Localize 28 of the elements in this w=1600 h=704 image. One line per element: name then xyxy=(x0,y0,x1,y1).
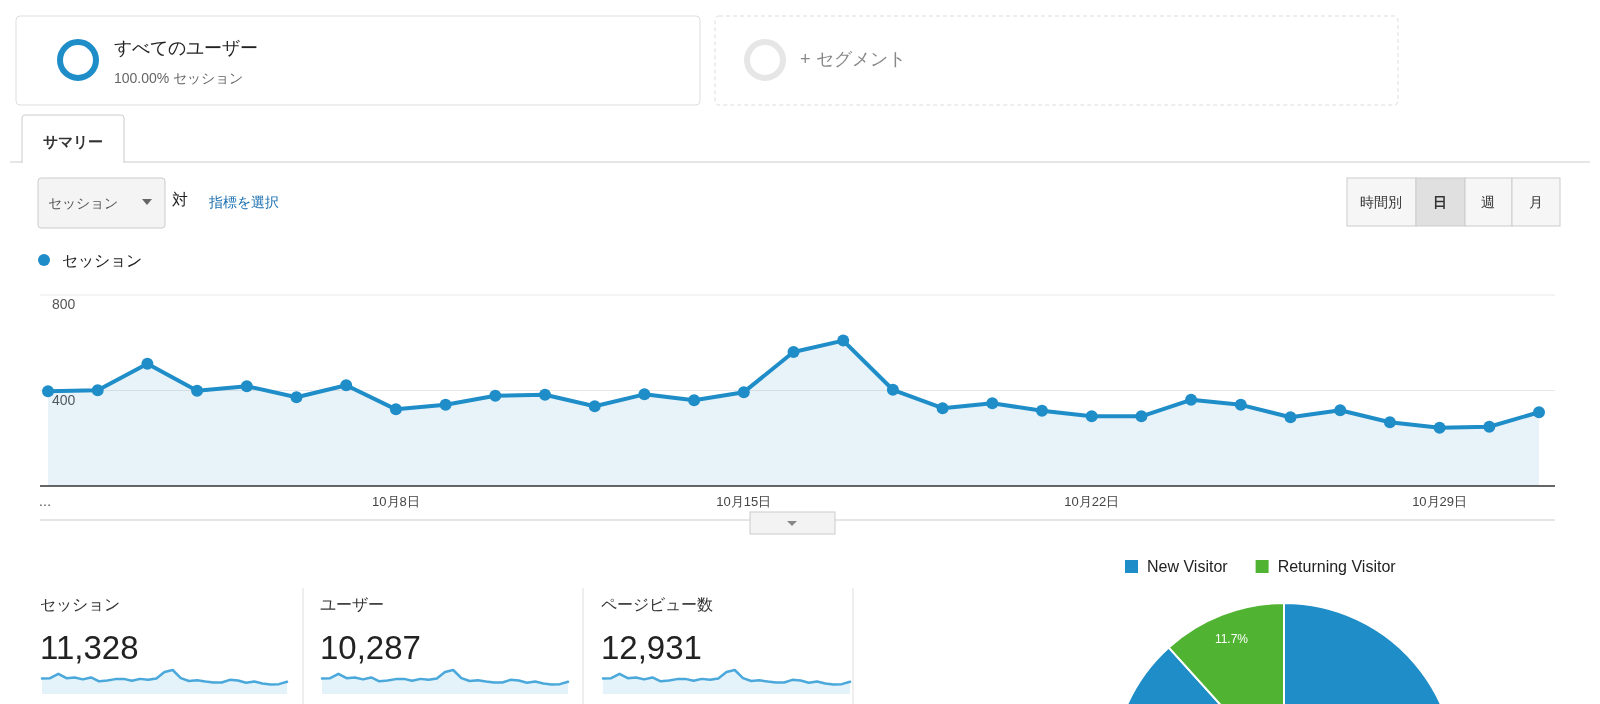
legend-label: セッション xyxy=(62,252,142,269)
y-tick-label: 400 xyxy=(52,391,76,408)
chart-subtitle: 11,328 xyxy=(40,629,139,666)
text: 100.00% セッション xyxy=(114,70,244,86)
chart-subtitle: 12,931 xyxy=(601,629,702,666)
legend-label: Returning Visitor xyxy=(1277,558,1397,575)
text: 対 xyxy=(172,191,188,208)
y-tick-label: 800 xyxy=(52,296,76,312)
text: 週 xyxy=(1481,194,1495,210)
legend-label: New Visitor xyxy=(1147,558,1229,575)
text: 日 xyxy=(1433,194,1447,210)
text: セッション xyxy=(48,195,118,211)
chart-title: ユーザー xyxy=(320,596,384,613)
text: 指標を選択 xyxy=(208,194,279,210)
text: 月 xyxy=(1529,194,1543,210)
chart-subtitle: 10,287 xyxy=(320,629,421,666)
x-tick-label: 10月29日 xyxy=(1412,494,1468,509)
x-tick-label: 10月15日 xyxy=(716,494,772,509)
text: すべてのユーザー xyxy=(114,38,258,58)
text: + セグメント xyxy=(800,49,906,69)
data-label: 11.7% xyxy=(1214,631,1249,646)
x-tick-label: 10月22日 xyxy=(1064,494,1120,509)
text: 時間別 xyxy=(1360,194,1402,210)
chart-title: ページビュー数 xyxy=(601,596,713,613)
x-tick-label: … xyxy=(38,494,52,509)
chart-title: セッション xyxy=(40,596,120,613)
text: サマリー xyxy=(43,133,103,150)
x-tick-label: 10月8日 xyxy=(372,494,420,509)
